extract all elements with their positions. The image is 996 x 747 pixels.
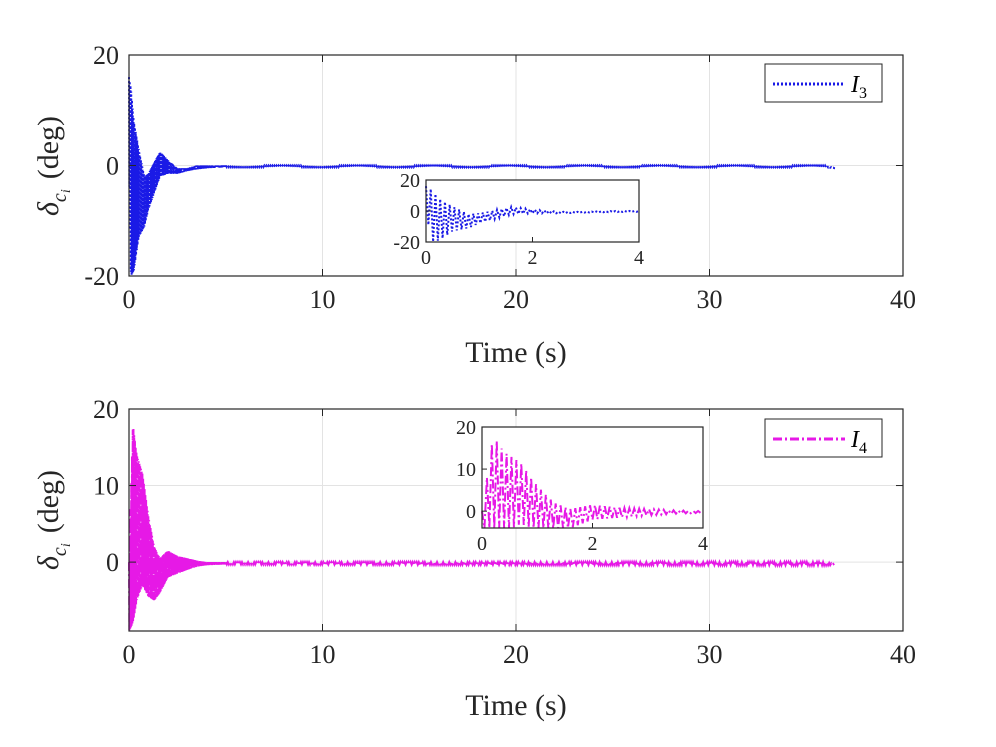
inset-y-tick-label: 0 <box>466 501 476 523</box>
inset-x-tick-label: 0 <box>421 247 431 269</box>
y-tick-label: 20 <box>93 395 119 424</box>
bottom-legend-box <box>764 418 883 458</box>
inset-y-tick-label: 20 <box>456 417 476 439</box>
series-line-I4-steady <box>224 558 836 569</box>
top-series <box>128 77 836 275</box>
inset-x-tick-label: 2 <box>528 247 538 269</box>
inset-x-tick-label: 2 <box>588 533 598 555</box>
x-tick-label: 0 <box>123 285 136 314</box>
series-line-I3-transient <box>128 77 227 275</box>
x-tick-label: 20 <box>503 640 529 669</box>
y-tick-label: 0 <box>106 152 119 181</box>
bottom-inset: 0 2 4 0 10 20 <box>456 417 708 555</box>
x-tick-label: 30 <box>697 640 723 669</box>
x-tick-label: 0 <box>123 640 136 669</box>
inset-x-tick-label: 4 <box>698 533 708 555</box>
bottom-inset-series <box>481 441 704 529</box>
top-ylabel: δci(deg) <box>32 116 74 216</box>
inset-y-tick-label: 0 <box>410 201 420 223</box>
x-tick-label: 10 <box>310 285 336 314</box>
x-tick-label: 20 <box>503 285 529 314</box>
series-line-I4-transient <box>128 429 227 631</box>
x-tick-label: 30 <box>697 285 723 314</box>
series-line-I3-steady <box>224 163 836 170</box>
x-tick-label: 10 <box>310 640 336 669</box>
inset-y-tick-label: 20 <box>400 170 420 192</box>
inset-series-line-I4 <box>481 441 704 529</box>
inset-y-tick-label: 10 <box>456 459 476 481</box>
bottom-xlabel: Time (s) <box>465 689 566 722</box>
top-legend-label: I3 <box>850 72 867 102</box>
bottom-series <box>128 429 836 631</box>
y-tick-label: 0 <box>106 548 119 577</box>
x-tick-label: 40 <box>890 640 916 669</box>
y-tick-label: 10 <box>93 472 119 501</box>
y-tick-label: -20 <box>84 262 119 291</box>
y-tick-label: 20 <box>93 41 119 70</box>
x-tick-label: 40 <box>890 285 916 314</box>
top-legend: I3 <box>764 63 883 103</box>
top-inset-series <box>425 186 640 242</box>
inset-x-tick-label: 4 <box>634 247 644 269</box>
bottom-inset-ticks: 0 2 4 0 10 20 <box>456 417 708 555</box>
bottom-legend-label: I4 <box>850 427 867 457</box>
top-xlabel: Time (s) <box>465 336 566 369</box>
bottom-legend: I4 <box>764 418 883 458</box>
inset-x-tick-label: 0 <box>477 533 487 555</box>
top-legend-box <box>764 63 883 103</box>
inset-y-tick-label: -20 <box>393 232 420 254</box>
top-inset-area <box>426 180 639 242</box>
bottom-ylabel: δci(deg) <box>32 470 74 570</box>
inset-series-line-I3 <box>425 186 640 242</box>
